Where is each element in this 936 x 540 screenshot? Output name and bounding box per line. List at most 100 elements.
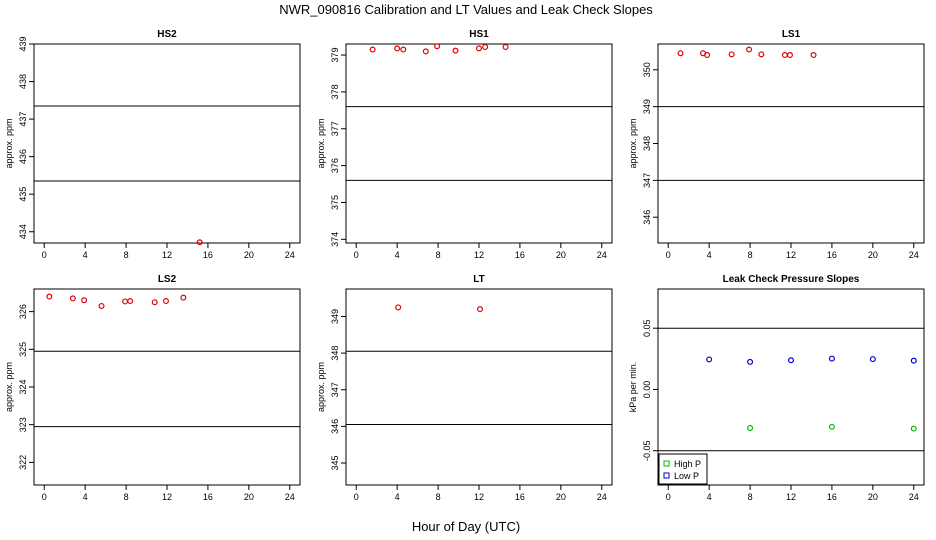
x-tick-label: 8 — [124, 250, 129, 260]
panel-title: HS2 — [157, 29, 177, 40]
data-point — [787, 357, 794, 364]
panel-title: LS2 — [158, 274, 177, 285]
panel-title: LT — [473, 274, 484, 285]
x-tick-label: 4 — [707, 250, 712, 260]
x-tick-label: 16 — [515, 492, 525, 502]
x-tick-label: 4 — [395, 492, 400, 502]
data-point — [196, 239, 203, 246]
data-point — [400, 46, 407, 53]
data-point — [747, 358, 754, 365]
data-point — [477, 306, 484, 313]
panel-ls2: LS2 0 4 8 12 16 20 24 322 323 324 325 326 approx. ppm — [4, 274, 301, 502]
y-tick-label: -0.05 — [642, 440, 652, 461]
y-tick-label: 347 — [642, 173, 652, 188]
legend-label: Low P — [674, 471, 699, 481]
data-point — [422, 48, 429, 55]
y-tick-label: 374 — [330, 232, 340, 247]
x-tick-label: 24 — [285, 250, 295, 260]
x-tick-label: 8 — [748, 250, 753, 260]
data-point — [728, 51, 735, 58]
panel-ls1: LS1 0 4 8 12 16 20 24 346 347 348 349 350 approx. ppm — [628, 29, 925, 260]
data-point — [910, 425, 917, 432]
y-tick-label: 323 — [18, 417, 28, 432]
panel-leak-check-pressure-slopes: Leak Check Pressure Slopes 0 4 8 12 16 20 24 -0.… — [628, 274, 925, 502]
data-point — [81, 297, 88, 304]
y-tick-label: 436 — [18, 149, 28, 164]
x-tick-label: 12 — [162, 492, 172, 502]
x-tick-label: 8 — [748, 492, 753, 502]
data-point — [46, 293, 53, 300]
y-tick-label: 0.00 — [642, 381, 652, 399]
y-tick-label: 349 — [642, 99, 652, 114]
y-tick-label: 434 — [18, 224, 28, 239]
legend-marker — [663, 460, 670, 467]
data-point — [482, 43, 489, 50]
data-point — [476, 45, 483, 52]
x-tick-label: 12 — [474, 492, 484, 502]
x-tick-label: 24 — [597, 492, 607, 502]
plot-frame — [657, 43, 925, 244]
y-tick-label: 379 — [330, 48, 340, 63]
x-tick-label: 20 — [556, 492, 566, 502]
x-tick-label: 20 — [868, 492, 878, 502]
y-tick-label: 346 — [330, 419, 340, 434]
x-tick-label: 12 — [786, 250, 796, 260]
x-tick-label: 24 — [285, 492, 295, 502]
x-tick-label: 24 — [597, 250, 607, 260]
y-tick-label: 346 — [642, 210, 652, 225]
legend-label: High P — [674, 459, 701, 469]
x-tick-label: 20 — [244, 492, 254, 502]
data-point — [434, 43, 441, 50]
data-point — [122, 298, 129, 305]
data-point — [180, 294, 187, 301]
x-tick-label: 16 — [827, 250, 837, 260]
y-axis-label: kPa per min. — [628, 362, 638, 413]
data-point — [69, 295, 76, 302]
y-tick-label: 350 — [642, 62, 652, 77]
data-point — [162, 298, 169, 305]
y-tick-label: 376 — [330, 158, 340, 173]
x-tick-label: 8 — [124, 492, 129, 502]
y-tick-label: 347 — [330, 382, 340, 397]
x-tick-label: 4 — [707, 492, 712, 502]
data-point — [98, 302, 105, 309]
data-point — [706, 356, 713, 363]
x-tick-label: 24 — [909, 250, 919, 260]
data-point — [502, 43, 509, 50]
data-point — [677, 50, 684, 57]
y-tick-label: 375 — [330, 195, 340, 210]
x-tick-label: 20 — [868, 250, 878, 260]
y-tick-label: 345 — [330, 456, 340, 471]
y-tick-label: 435 — [18, 187, 28, 202]
data-point — [747, 425, 754, 432]
x-tick-label: 0 — [42, 250, 47, 260]
panel-title: LS1 — [782, 29, 801, 40]
y-tick-label: 349 — [330, 309, 340, 324]
plot-frame — [33, 43, 301, 244]
plot-frame — [345, 288, 613, 486]
x-tick-label: 0 — [354, 250, 359, 260]
y-tick-label: 326 — [18, 304, 28, 319]
y-tick-label: 438 — [18, 74, 28, 89]
y-tick-label: 377 — [330, 121, 340, 136]
y-tick-label: 324 — [18, 379, 28, 394]
panel-lt: LT 0 4 8 12 16 20 24 345 346 347 348 349 approx. ppm — [316, 274, 613, 502]
data-point — [869, 356, 876, 363]
x-tick-label: 4 — [395, 250, 400, 260]
figure-title: NWR_090816 Calibration and LT Values and… — [279, 2, 653, 17]
x-tick-label: 20 — [244, 250, 254, 260]
y-tick-label: 348 — [330, 346, 340, 361]
data-point — [395, 304, 402, 311]
data-point — [758, 51, 765, 58]
y-axis-label: approx. ppm — [316, 362, 326, 412]
plot-frame — [345, 43, 613, 244]
x-tick-label: 0 — [42, 492, 47, 502]
data-point — [746, 46, 753, 53]
plot-frame — [33, 288, 301, 486]
legend-box — [658, 453, 708, 485]
data-point — [151, 299, 158, 306]
data-point — [704, 52, 711, 59]
x-tick-label: 12 — [162, 250, 172, 260]
y-axis-label: approx. ppm — [4, 118, 14, 168]
